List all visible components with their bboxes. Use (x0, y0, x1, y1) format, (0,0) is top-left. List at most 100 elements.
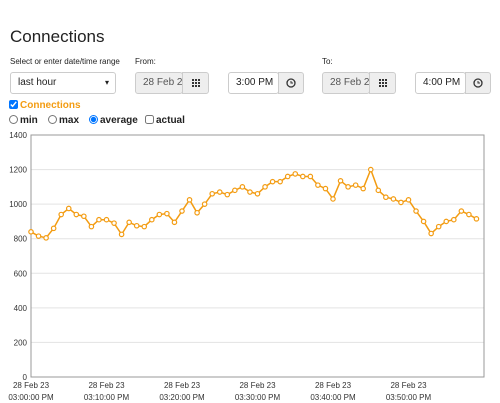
to-label: To: (322, 57, 333, 66)
data-point (43, 235, 49, 241)
data-point (171, 219, 178, 226)
data-point (73, 211, 80, 218)
range-value: last hour (18, 77, 57, 88)
data-point (367, 166, 374, 173)
data-point (420, 218, 427, 225)
x-tick-label: 28 Feb 23 03:20:00 PM (159, 381, 205, 402)
data-point (345, 184, 351, 190)
calendar-icon (192, 79, 200, 87)
data-point (473, 216, 480, 222)
page-title: Connections (10, 27, 105, 46)
data-point (435, 223, 442, 230)
data-point (254, 190, 261, 197)
y-tick-label: 1400 (9, 131, 27, 140)
option-min[interactable]: min (9, 115, 38, 126)
data-point (103, 216, 110, 223)
option-max[interactable]: max (48, 115, 79, 126)
data-point (315, 182, 321, 188)
data-point (232, 187, 238, 194)
from-calendar-button[interactable] (182, 72, 209, 94)
data-point (149, 216, 155, 223)
to-clock-button[interactable] (465, 72, 491, 94)
range-label: Select or enter date/time range (10, 57, 120, 66)
radio[interactable] (89, 115, 98, 124)
data-point (111, 220, 117, 226)
data-point (337, 178, 344, 184)
clock-icon (473, 78, 483, 88)
data-point (428, 230, 434, 237)
x-tick-label: 28 Feb 23 03:30:00 PM (235, 381, 281, 402)
option-label: actual (156, 115, 185, 126)
data-point (466, 211, 472, 218)
data-point (35, 233, 42, 239)
calendar-icon (379, 79, 387, 87)
y-tick-label: 0 (23, 373, 28, 382)
plot-border (30, 134, 485, 378)
x-tick-label: 28 Feb 23 03:50:00 PM (386, 381, 432, 402)
to-time[interactable]: 4:00 PM (415, 72, 466, 94)
data-point (322, 185, 329, 192)
data-point (352, 182, 359, 188)
data-point (201, 201, 208, 207)
data-point (133, 222, 140, 229)
data-point (58, 211, 65, 218)
y-tick-label: 400 (14, 304, 28, 313)
data-point (458, 208, 465, 214)
data-point (50, 225, 57, 232)
data-point (269, 178, 276, 185)
data-point (284, 173, 291, 180)
data-point (262, 184, 268, 190)
data-point (28, 229, 34, 235)
clock-icon (286, 78, 296, 88)
data-point (390, 196, 397, 202)
data-point (88, 223, 95, 230)
data-point (405, 197, 412, 203)
y-tick-label: 1000 (9, 200, 27, 209)
data-point (292, 171, 299, 177)
radio[interactable] (48, 115, 57, 124)
radio[interactable] (9, 115, 18, 124)
data-point (398, 199, 404, 206)
data-point (299, 173, 306, 180)
x-tick-label: 28 Feb 23 03:40:00 PM (310, 381, 356, 402)
data-point (209, 190, 216, 197)
from-clock-button[interactable] (278, 72, 304, 94)
y-tick-label: 1200 (9, 166, 27, 175)
data-point (65, 205, 72, 212)
series-toggle-label: Connections (20, 100, 81, 111)
range-select[interactable]: last hour ▾ (10, 72, 116, 94)
data-point (413, 208, 419, 214)
data-point (239, 184, 246, 190)
x-tick-label: 28 Feb 23 03:00:00 PM (8, 381, 54, 402)
y-tick-label: 600 (14, 269, 28, 278)
data-point (307, 173, 314, 180)
data-point (156, 211, 163, 218)
data-point (96, 216, 102, 223)
data-point (194, 209, 200, 216)
data-point (141, 223, 148, 230)
data-point (179, 208, 185, 214)
x-tick-label: 28 Feb 23 03:10:00 PM (84, 381, 130, 402)
data-point (375, 187, 382, 194)
option-average[interactable]: average (89, 115, 138, 126)
data-point (186, 197, 193, 203)
data-point (360, 185, 367, 192)
option-label: min (20, 115, 38, 126)
series-toggle[interactable]: Connections (9, 100, 81, 111)
data-point (383, 194, 389, 201)
data-point (450, 216, 457, 223)
data-point (277, 178, 283, 185)
checkbox[interactable] (145, 115, 154, 124)
y-tick-label: 200 (14, 338, 28, 347)
data-point (247, 189, 253, 195)
from-date[interactable]: 28 Feb 2 (135, 72, 183, 94)
option-label: max (59, 115, 80, 126)
to-calendar-button[interactable] (369, 72, 396, 94)
option-actual[interactable]: actual (145, 115, 185, 126)
from-label: From: (135, 57, 156, 66)
data-point (224, 191, 231, 198)
option-label: average (100, 115, 138, 126)
series-checkbox[interactable] (9, 100, 18, 109)
